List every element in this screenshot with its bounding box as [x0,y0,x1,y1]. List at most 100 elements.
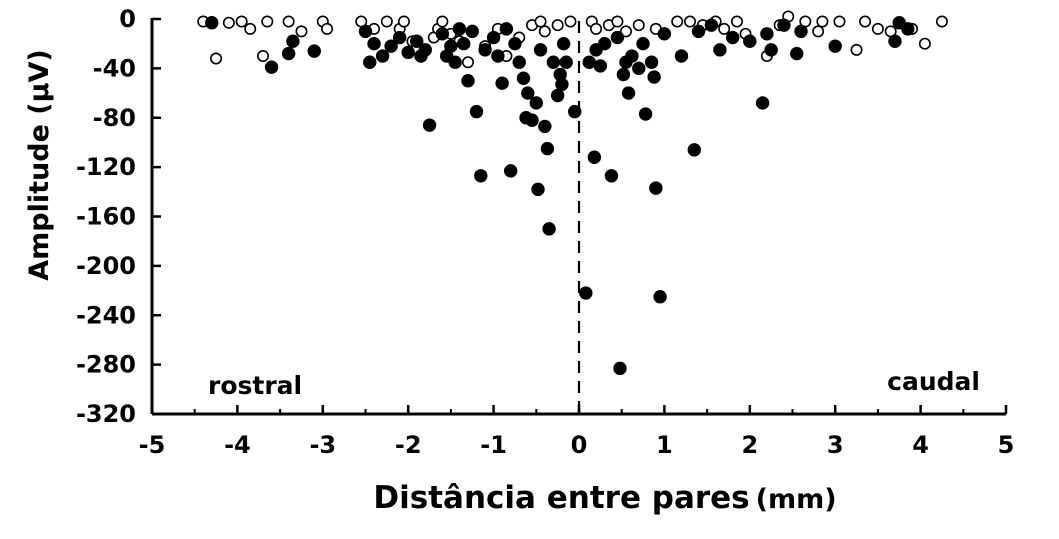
filled-data-point [616,67,631,82]
open-data-point [534,15,547,28]
filled-data-point [755,96,770,110]
y-tick-label: -120 [76,153,136,181]
filled-data-point [901,22,915,36]
filled-data-point [422,118,437,132]
filled-data-point [613,361,627,376]
filled-data-point [264,60,279,74]
filled-data-point [465,24,479,39]
filled-data-point [529,96,544,110]
filled-data-point [538,119,552,134]
filled-data-point [533,43,548,57]
x-axis: -5 -4 -3 -2 -1 0 1 2 3 4 5 [139,405,1015,459]
filled-data-point [604,169,619,183]
x-tick-label: 3 [827,431,844,459]
filled-data-point [410,34,424,48]
filled-data-point [444,39,458,53]
open-data-point [812,25,825,38]
filled-data-point [691,24,706,39]
filled-data-point [503,164,518,178]
y-tick-label: -280 [76,351,136,379]
filled-circle-series [205,16,915,376]
open-data-point [718,22,731,35]
open-data-point [222,16,235,29]
filled-data-point [474,169,488,183]
open-data-point [461,56,474,69]
x-tick-label: 1 [656,431,673,459]
filled-data-point [555,77,569,92]
open-data-point [244,22,257,35]
filled-data-point [647,70,661,84]
filled-data-point [790,46,804,61]
filled-data-point [384,39,398,53]
filled-data-point [828,39,842,53]
filled-data-point [540,141,555,156]
open-data-point [282,15,295,28]
filled-data-point [764,43,778,57]
filled-data-point [469,104,484,119]
open-data-point [816,15,829,28]
filled-data-point [888,34,902,48]
open-data-point [619,25,632,38]
annotation-caudal: caudal [887,367,980,396]
filled-data-point [587,150,602,164]
y-tick-label: -320 [76,400,136,428]
open-data-point [235,15,248,28]
filled-data-point [704,18,719,32]
filled-data-point [401,45,415,60]
filled-data-point [531,182,545,197]
filled-data-point [521,86,535,100]
filled-data-point [653,290,667,304]
y-ticks: 0 -40 -80 -120 -160 -200 -240 -280 -320 [76,5,161,428]
x-tick-label: 5 [998,431,1015,459]
open-data-point [261,15,274,28]
open-data-point [436,15,449,28]
filled-data-point [495,76,509,90]
filled-data-point [568,104,582,119]
filled-data-point [525,113,539,127]
x-tick-label: -2 [395,431,422,459]
filled-data-point [632,61,646,76]
annotation-rostral: rostral [208,371,302,400]
x-tick-label: -3 [309,431,336,459]
y-tick-label: 0 [119,5,136,33]
open-data-point [611,15,624,28]
y-tick-label: -240 [76,301,136,329]
open-data-point [257,50,270,63]
filled-data-point [777,18,791,32]
filled-data-point [435,27,450,41]
filled-data-point [621,86,636,100]
filled-data-point [281,46,296,61]
open-data-point [380,15,393,28]
filled-data-point [794,24,808,39]
filled-data-point [625,49,639,63]
open-circle-series [197,10,948,69]
x-tick-label: -4 [224,431,251,459]
filled-data-point [657,27,672,41]
open-data-point [295,25,308,38]
filled-data-point [559,55,573,69]
filled-data-point [610,30,625,45]
filled-data-point [491,49,505,63]
x-tick-label: 0 [571,431,588,459]
filled-data-point [461,74,475,88]
y-tick-label: -160 [76,203,136,231]
open-data-point [859,15,872,28]
filled-data-point [593,59,608,73]
open-data-point [850,43,863,56]
y-tick-label: -80 [93,104,136,132]
filled-data-point [674,49,689,63]
filled-data-point [649,181,663,195]
x-tick-label: -1 [480,431,507,459]
y-tick-label: -40 [93,54,136,82]
filled-data-point [726,30,740,45]
open-data-point [918,37,931,50]
y-axis-title: Amplitude (µV) [24,49,55,280]
x-tick-label: 2 [741,431,758,459]
open-data-point [871,22,884,35]
open-data-point [632,19,645,32]
filled-data-point [452,22,467,36]
x-axis-title-unit: (mm) [756,484,837,515]
filled-data-point [546,55,561,69]
filled-data-point [556,36,571,51]
